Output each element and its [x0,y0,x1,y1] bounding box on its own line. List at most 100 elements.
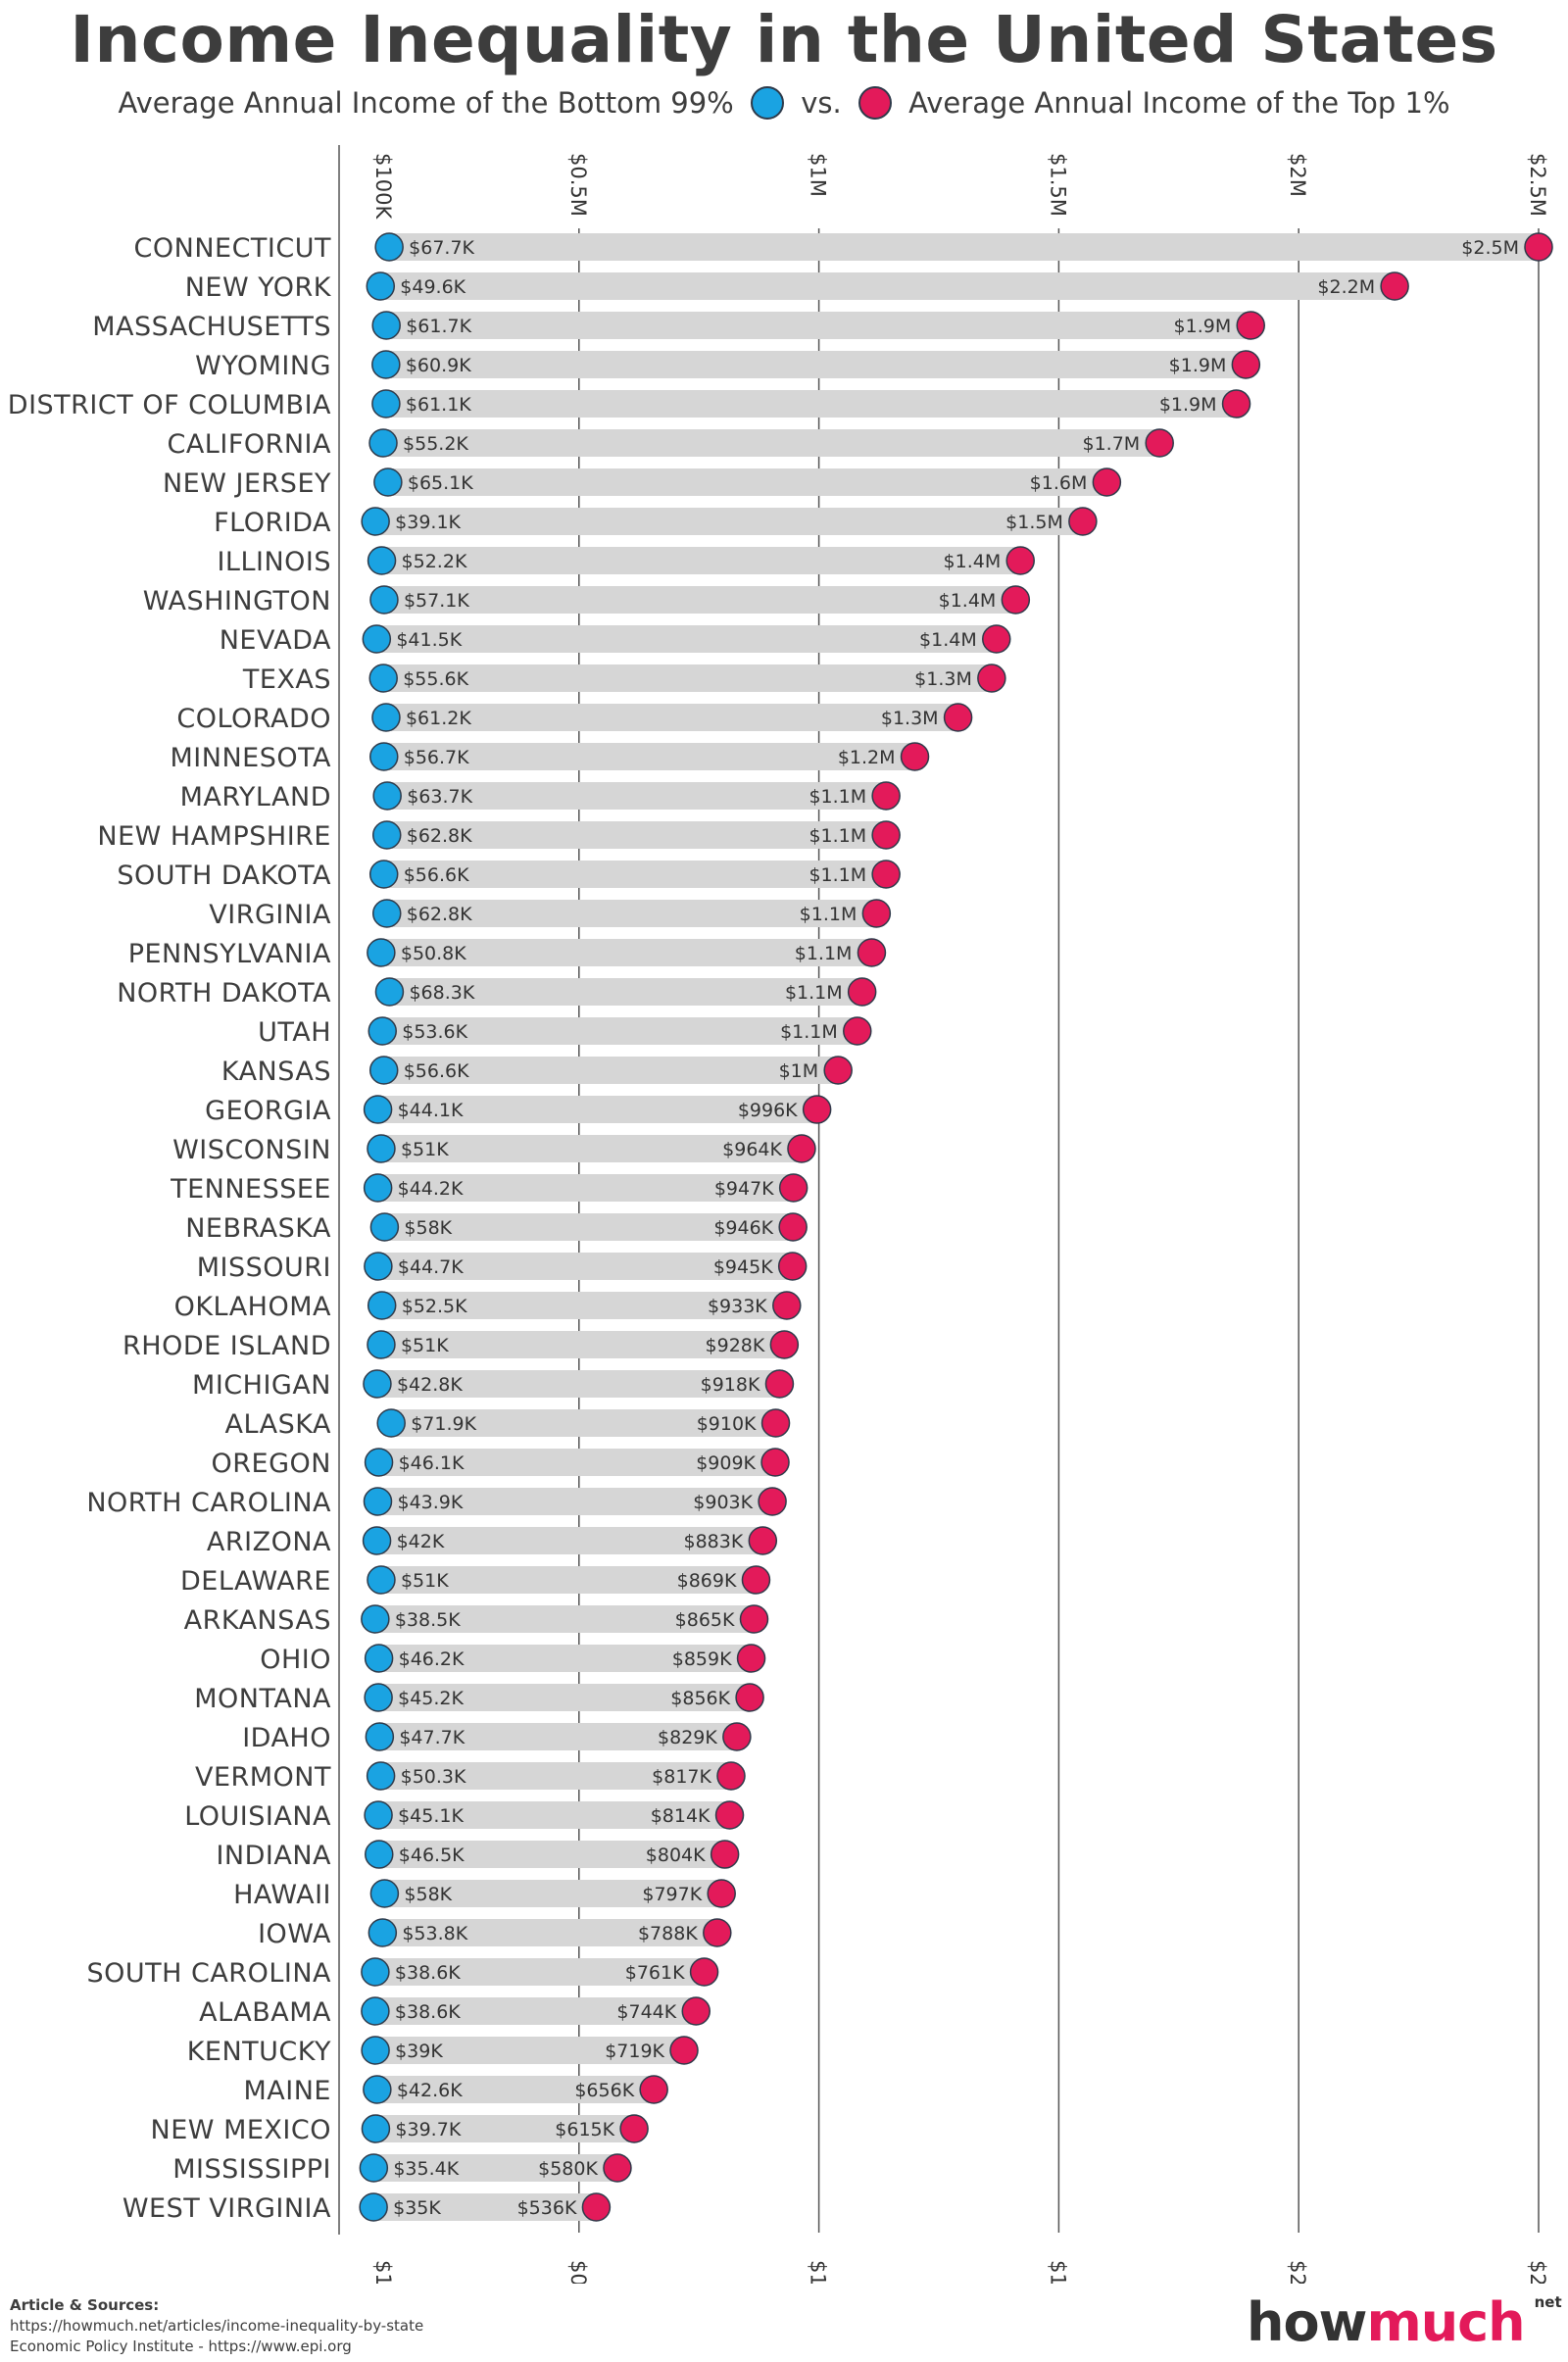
top-value-label: $1.4M [944,551,1002,572]
top-value-label: $1.1M [808,825,866,847]
row-bar [383,429,1160,457]
legend-dot-bottom [750,86,784,120]
state-label: WISCONSIN [172,1135,331,1165]
bottom-dot [364,1800,393,1830]
bottom-dot [367,1330,396,1359]
top-value-label: $1.5M [1005,512,1063,533]
bottom-dot [371,311,401,340]
state-label: NORTH CAROLINA [86,1488,331,1518]
top-dot [772,1291,802,1320]
x-tick-label-bottom: $100K [371,2260,395,2284]
sources-heading: Article & Sources: [10,2296,160,2314]
top-dot [823,1056,853,1085]
top-dot [1231,350,1261,379]
top-dot [714,1800,745,1830]
top-dot [1145,428,1174,458]
bottom-dot [365,1722,395,1751]
bottom-value-label: $35K [393,2197,441,2219]
top-value-label: $829K [658,1727,717,1748]
top-value-label: $804K [646,1845,706,1866]
state-label: NEW JERSEY [163,468,331,499]
legend-label-top: Average Annual Income of the Top 1% [908,86,1450,120]
bottom-value-label: $44.1K [398,1100,464,1121]
bottom-dot [369,585,399,615]
bottom-value-label: $60.9K [406,355,471,376]
row-bar [377,1488,773,1515]
x-tick-label-bottom: $1M [807,2260,830,2284]
top-dot [741,1565,771,1595]
bottom-value-label: $63.7K [407,786,472,808]
row-bar [374,1997,697,2025]
bottom-value-label: $55.2K [403,433,468,455]
row-bar [378,1645,752,1672]
top-value-label: $1.1M [808,786,866,808]
top-dot [871,781,901,811]
bottom-dot [367,1565,396,1595]
bottom-dot [369,742,399,771]
top-value-label: $859K [672,1648,732,1670]
top-value-label: $1.1M [795,943,853,964]
state-label: MISSOURI [197,1253,331,1283]
sources-article-link[interactable]: https://howmuch.net/articles/income-ineq… [10,2317,424,2335]
state-label: CONNECTICUT [134,233,331,264]
row-bar [380,1135,802,1162]
state-label: MISSISSIPPI [172,2154,331,2185]
top-value-label: $744K [616,2001,676,2023]
bottom-dot [368,1918,398,1947]
bottom-dot [363,1369,392,1399]
top-value-label: $1.1M [780,1021,838,1043]
state-label: UTAH [258,1017,331,1048]
bottom-value-label: $56.6K [404,1060,469,1082]
x-tick-label-top: $1.5M [1046,153,1069,217]
state-label: ALASKA [225,1409,331,1440]
state-label: WEST VIRGINIA [122,2193,331,2224]
row-bar [385,704,958,731]
x-tick-label-top: $2M [1286,153,1309,197]
state-label: CALIFORNIA [167,429,331,460]
row-bar [378,1684,751,1711]
row-bar [380,939,872,966]
row-bar [374,1605,755,1633]
bottom-value-label: $68.3K [409,982,474,1004]
top-dot [787,1134,816,1163]
state-label: MICHIGAN [192,1370,331,1401]
bottom-dot [368,1056,399,1085]
top-value-label: $1.1M [800,904,858,925]
bottom-dot [364,1448,394,1477]
top-value-label: $856K [670,1688,730,1709]
bottom-dot [371,389,401,418]
top-value-label: $964K [722,1139,782,1160]
bottom-value-label: $44.2K [398,1178,464,1200]
top-dot [982,624,1011,654]
state-label: MAINE [244,2076,332,2106]
state-label: PENNSYLVANIA [128,939,331,969]
legend-vs: vs. [801,86,842,120]
top-dot [977,664,1006,693]
top-value-label: $869K [677,1570,737,1592]
top-value-label: $656K [574,2080,634,2101]
top-dot [739,1604,769,1634]
x-tick-label-top: $0.5M [566,153,590,217]
top-value-label: $947K [714,1178,774,1200]
sources-epi-link[interactable]: Economic Policy Institute - https://www.… [10,2337,352,2355]
top-dot [710,1840,740,1869]
top-dot [669,2036,699,2065]
bottom-value-label: $51K [401,1570,449,1592]
bottom-dot [361,2114,391,2143]
bottom-value-label: $46.1K [399,1452,465,1474]
state-label: VERMONT [195,1762,331,1793]
top-dot [1001,585,1031,615]
row-bar [386,312,1251,339]
row-bar [383,586,1016,614]
state-label: NEW YORK [185,272,332,303]
top-dot [769,1330,800,1359]
bottom-value-label: $58K [404,1884,452,1905]
state-label: DISTRICT OF COLUMBIA [8,390,331,420]
bottom-dot [368,860,399,889]
row-bar [376,2076,655,2103]
top-dot [843,1016,872,1046]
bottom-value-label: $71.9K [411,1413,476,1435]
x-tick-label-bottom: $1.5M [1046,2260,1069,2284]
row-bar [378,1801,730,1829]
row-bar [380,1762,732,1790]
